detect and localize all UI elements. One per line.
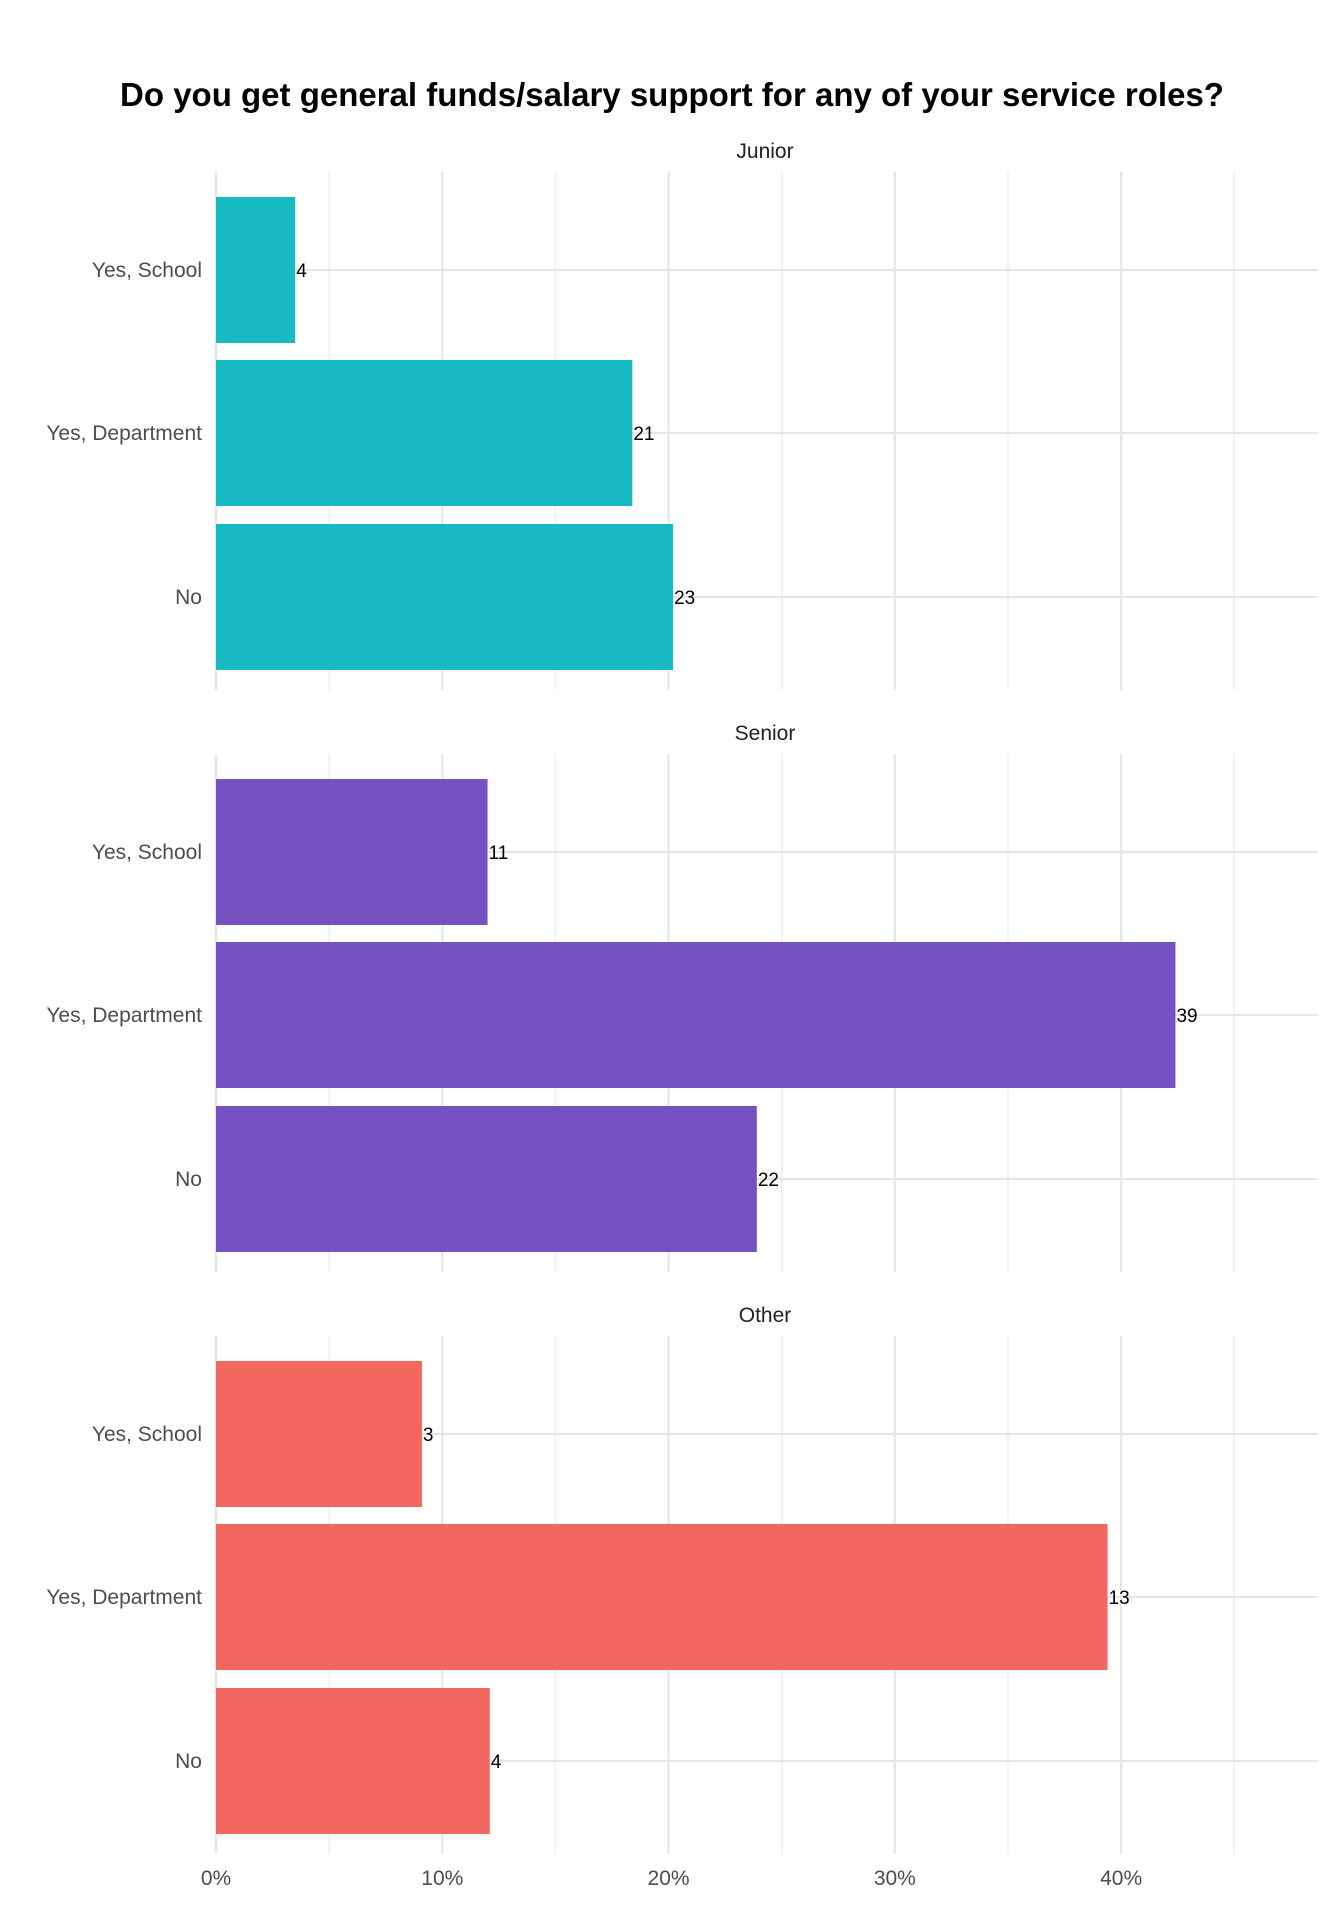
x-tick-label: 40% [1100, 1867, 1142, 1890]
facet-label: Junior [736, 140, 793, 163]
x-tick-label: 20% [648, 1867, 690, 1890]
bar [216, 524, 674, 670]
category-label: Yes, School [92, 1423, 202, 1446]
bar [216, 1688, 490, 1834]
bar [216, 779, 488, 925]
bar [216, 1361, 422, 1507]
chart-title: Do you get general funds/salary support … [120, 76, 1224, 113]
bar [216, 360, 633, 506]
data-label: 13 [1109, 1588, 1130, 1609]
data-label: 22 [758, 1170, 779, 1191]
x-tick-label: 0% [201, 1867, 231, 1890]
bar [216, 942, 1176, 1088]
data-label: 3 [423, 1425, 434, 1446]
data-label: 21 [633, 424, 654, 445]
category-label: Yes, Department [46, 1004, 202, 1027]
data-label: 4 [296, 261, 307, 282]
category-label: Yes, Department [46, 422, 202, 445]
category-label: Yes, School [92, 259, 202, 282]
data-label: 4 [491, 1752, 502, 1773]
bar [216, 1524, 1108, 1670]
category-label: No [175, 1168, 202, 1191]
facet-label: Other [739, 1304, 792, 1327]
data-label: 23 [674, 588, 695, 609]
x-tick-label: 10% [421, 1867, 463, 1890]
bar [216, 1106, 757, 1252]
bar [216, 197, 296, 343]
data-label: 39 [1176, 1006, 1197, 1027]
facet-label: Senior [735, 722, 796, 745]
category-label: Yes, Department [46, 1586, 202, 1609]
category-label: No [175, 1750, 202, 1773]
data-label: 11 [489, 843, 509, 864]
category-label: No [175, 586, 202, 609]
x-tick-label: 30% [874, 1867, 916, 1890]
category-label: Yes, School [92, 841, 202, 864]
